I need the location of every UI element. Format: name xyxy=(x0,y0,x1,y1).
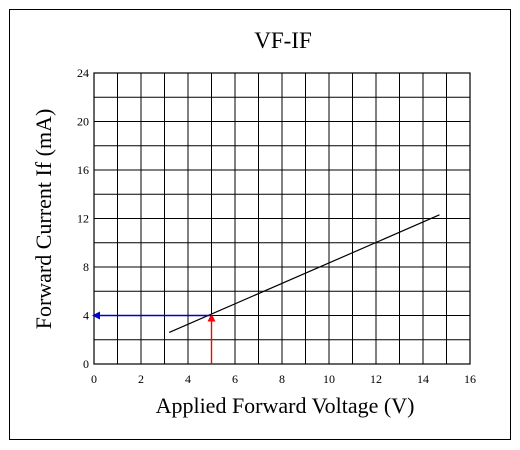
y-axis-label: Forward Current If (mA) xyxy=(31,109,56,330)
x-tick-label: 12 xyxy=(370,372,382,386)
x-tick-label: 14 xyxy=(417,372,429,386)
vf-if-curve xyxy=(168,214,440,334)
x-tick-label: 2 xyxy=(138,372,144,386)
x-tick-label: 8 xyxy=(279,372,285,386)
x-tick-label: 0 xyxy=(91,372,97,386)
y-tick-label: 8 xyxy=(83,260,89,274)
plot-border xyxy=(93,72,471,365)
annotation-layer xyxy=(92,311,216,364)
y-tick-labels: 0 4 8 12 16 20 24 xyxy=(77,66,89,371)
x-tick-label: 16 xyxy=(464,372,476,386)
x-tick-label: 10 xyxy=(323,372,335,386)
y-tick-label: 12 xyxy=(77,212,89,226)
y-tick-label: 20 xyxy=(77,115,89,129)
series-layer xyxy=(168,214,440,334)
y-tick-label: 4 xyxy=(83,309,89,323)
x-tick-label: 6 xyxy=(232,372,238,386)
chart-frame xyxy=(9,9,511,440)
chart-title: VF-IF xyxy=(254,28,312,53)
x-axis-label: Applied Forward Voltage (V) xyxy=(156,393,415,418)
grid xyxy=(93,72,471,365)
x-tick-labels: 0 2 4 6 8 10 12 14 16 xyxy=(91,372,476,386)
y-tick-label: 16 xyxy=(77,163,89,177)
y-tick-label: 24 xyxy=(77,66,89,80)
x-tick-label: 4 xyxy=(185,372,191,386)
y-tick-label: 0 xyxy=(83,357,89,371)
